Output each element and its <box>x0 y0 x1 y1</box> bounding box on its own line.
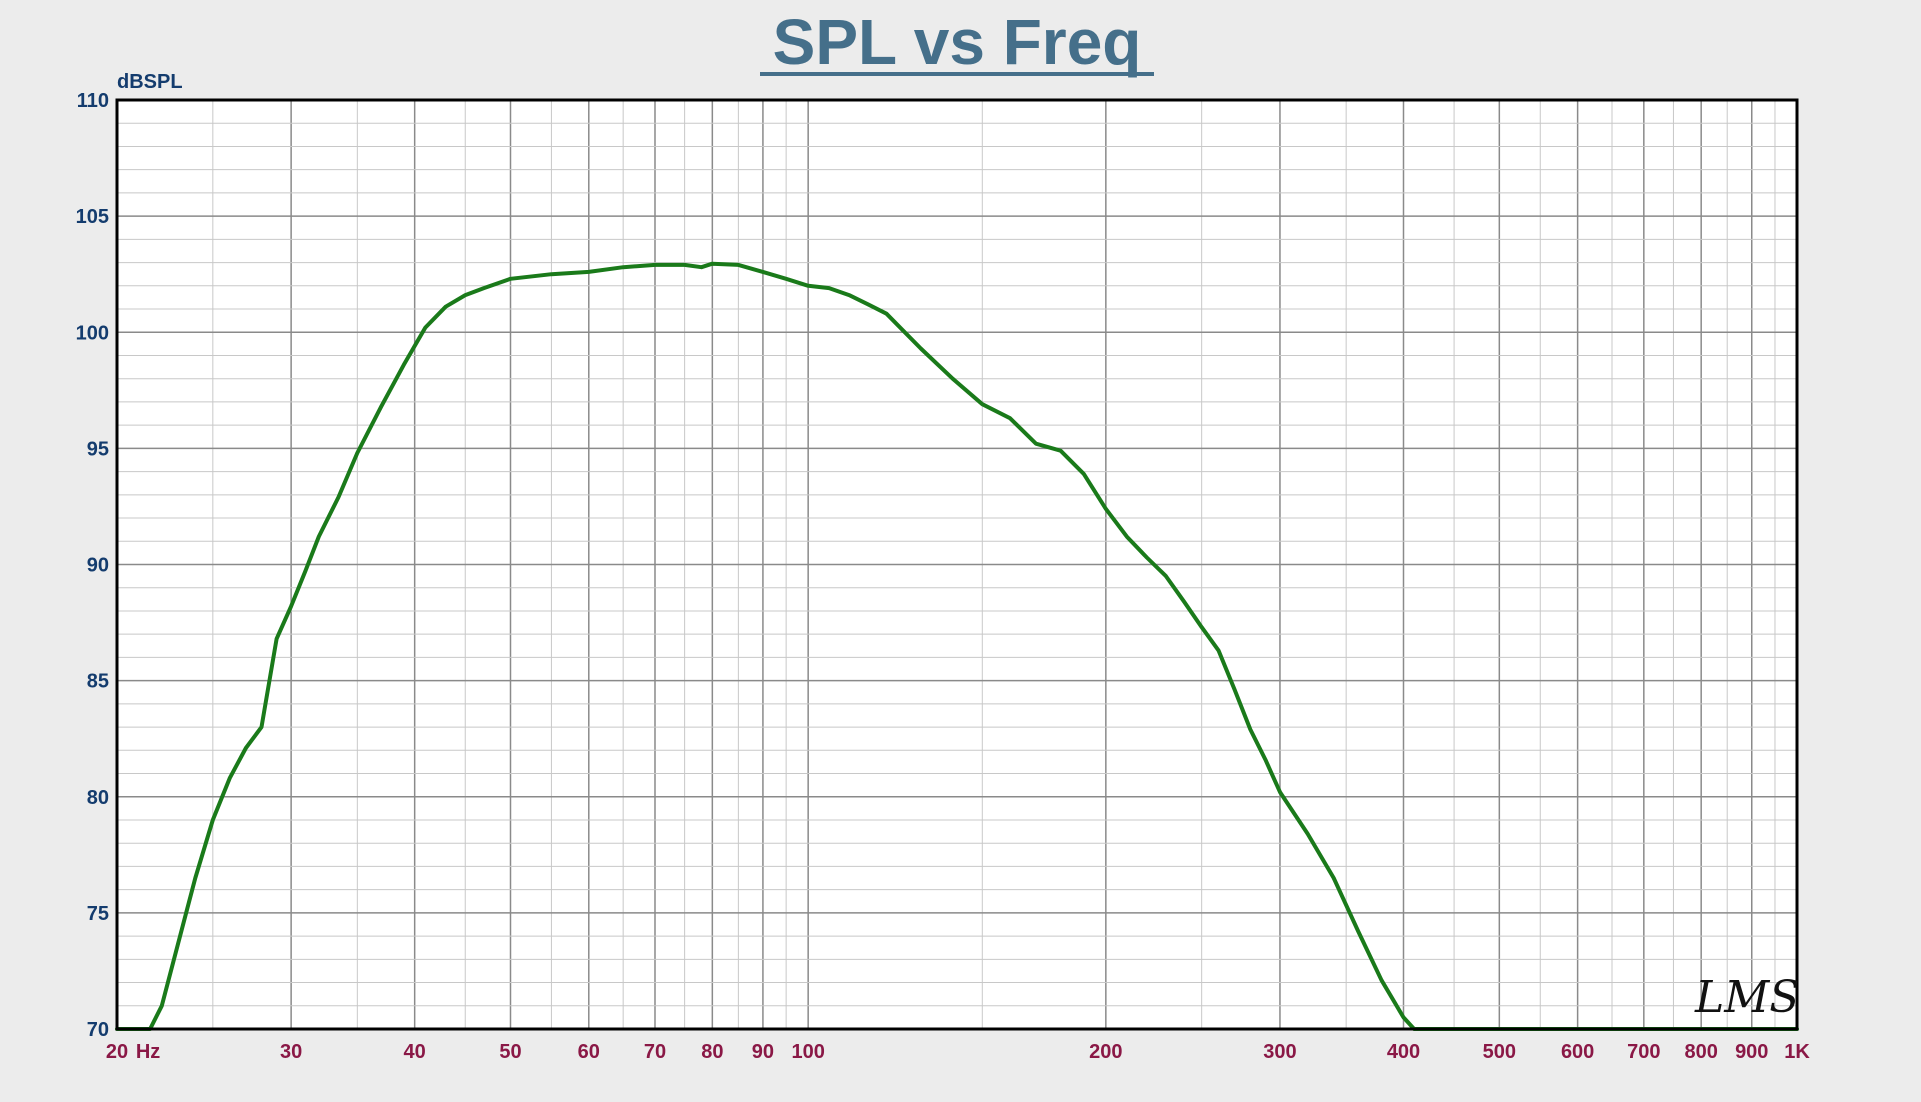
y-tick-label: 85 <box>87 671 109 693</box>
lms-watermark: LMS <box>1694 972 1799 1023</box>
y-tick-label: 70 <box>87 1019 109 1041</box>
y-tick-label: 105 <box>76 206 109 228</box>
x-tick-label: 400 <box>1387 1041 1420 1063</box>
y-tick-label: 75 <box>87 903 109 925</box>
y-tick-label: 110 <box>77 90 109 112</box>
x-tick-label: 80 <box>701 1041 723 1063</box>
x-tick-label: 700 <box>1627 1041 1660 1063</box>
grid <box>117 100 1797 1029</box>
y-axis-label: dBSPL <box>117 71 183 93</box>
x-tick-label: 600 <box>1561 1041 1594 1063</box>
plot-frame <box>115 98 1799 1031</box>
y-tick-label: 90 <box>87 555 109 577</box>
y-tick-label: 100 <box>76 322 109 344</box>
x-tick-label: 70 <box>644 1041 666 1063</box>
x-tick-label: 20 <box>106 1041 128 1063</box>
y-tick-label: 95 <box>87 438 109 460</box>
series-group <box>115 261 1799 1031</box>
spl-curve <box>115 261 1799 1031</box>
x-tick-label: 800 <box>1684 1041 1717 1063</box>
x-tick-label: 500 <box>1483 1041 1516 1063</box>
x-tick-label: 90 <box>752 1041 774 1063</box>
x-tick-label: 50 <box>499 1041 521 1063</box>
chart-title: SPL vs Freq <box>773 6 1142 78</box>
x-tick-label: 60 <box>578 1041 600 1063</box>
x-tick-label: 200 <box>1089 1041 1122 1063</box>
x-tick-label: Hz <box>136 1041 160 1063</box>
y-tick-labels: 70 75 80 85 90 95 100 105 110 <box>76 90 109 1041</box>
x-tick-labels: 20 Hz 30 40 50 60 70 80 90 100 200 300 400 500 600 700 8… <box>106 1041 1810 1063</box>
x-tick-label: 40 <box>404 1041 426 1063</box>
x-tick-label: 30 <box>280 1041 302 1063</box>
y-tick-label: 80 <box>87 787 109 809</box>
x-tick-label: 1K <box>1784 1041 1810 1063</box>
x-tick-label: 300 <box>1263 1041 1296 1063</box>
x-tick-label: 100 <box>791 1041 824 1063</box>
x-tick-label: 900 <box>1735 1041 1768 1063</box>
